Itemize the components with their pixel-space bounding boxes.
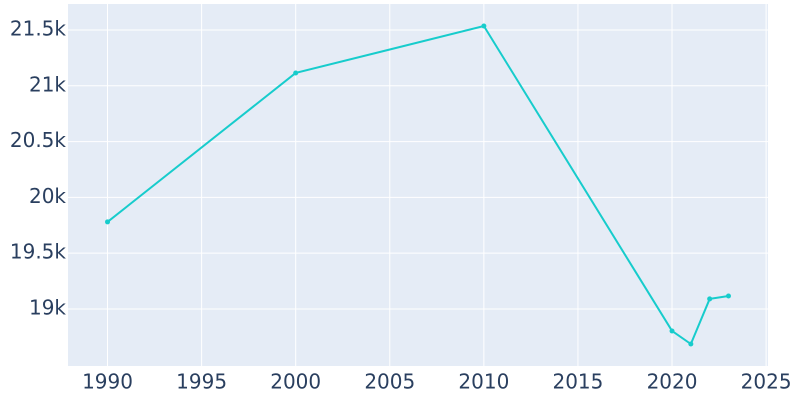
plot-area (68, 4, 768, 366)
point (669, 328, 675, 334)
point (725, 293, 731, 299)
y-tick-label: 20.5k (10, 128, 67, 152)
x-tick-label: 2010 (458, 370, 509, 394)
x-tick-label: 2005 (364, 370, 415, 394)
y-tick-label: 19k (29, 295, 66, 319)
point (707, 296, 713, 302)
y-tick-label: 19.5k (10, 240, 67, 264)
point (105, 219, 111, 225)
point (481, 23, 487, 29)
y-tick-label: 21k (29, 72, 66, 96)
point (293, 70, 299, 76)
x-tick-label: 1995 (176, 370, 227, 394)
x-tick-label: 2000 (270, 370, 321, 394)
point (688, 341, 694, 347)
x-tick-label: 1990 (82, 370, 133, 394)
y-tick-label: 20k (29, 184, 66, 208)
x-tick-label: 2020 (647, 370, 698, 394)
x-tick-label: 2025 (741, 370, 792, 394)
y-tick-label: 21.5k (10, 17, 67, 41)
x-tick-label: 2015 (552, 370, 603, 394)
